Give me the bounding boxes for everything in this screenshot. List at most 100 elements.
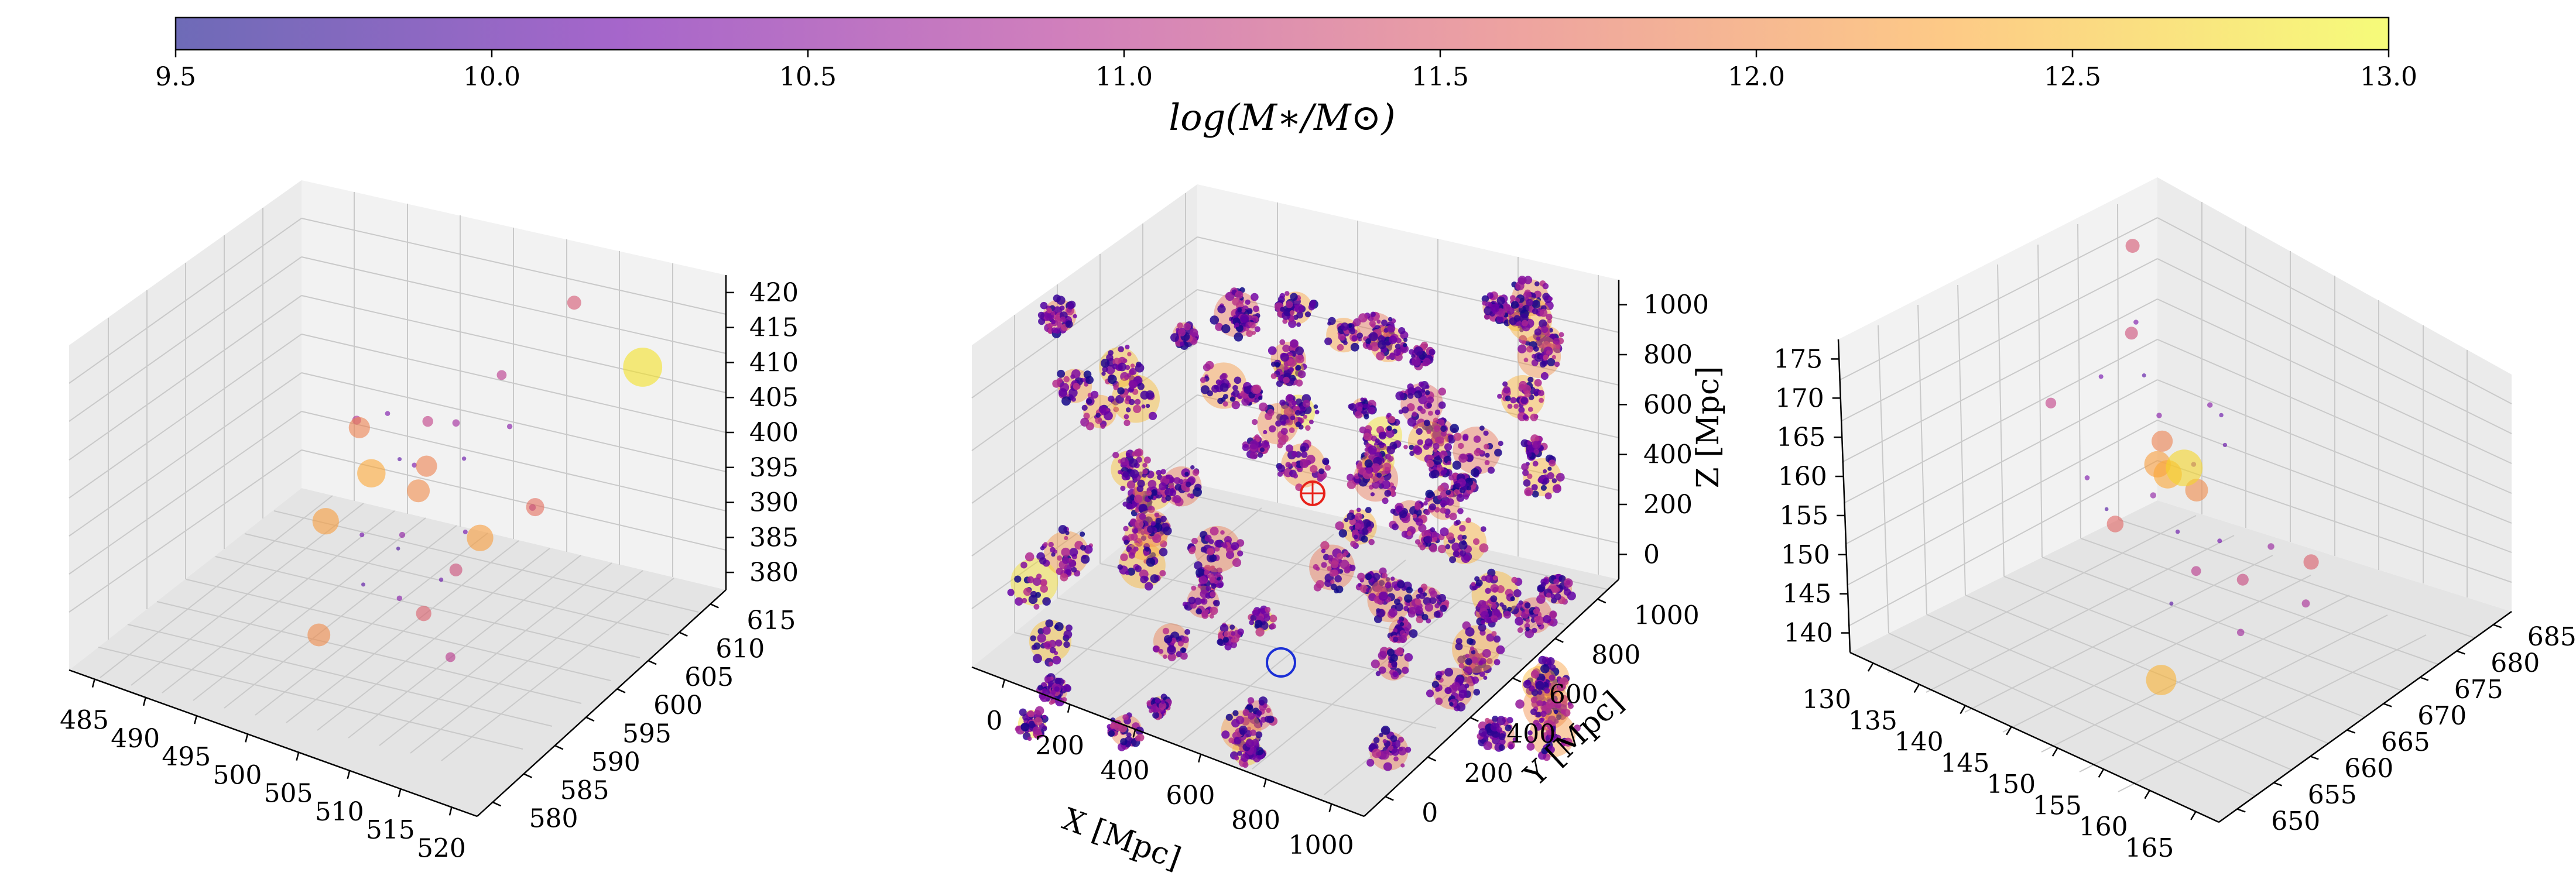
center-subhalo xyxy=(1068,559,1077,568)
center-subhalo xyxy=(1062,557,1070,564)
center-subhalo xyxy=(1117,564,1123,570)
center-subhalo xyxy=(1533,720,1540,726)
center-subhalo xyxy=(1253,305,1259,312)
center-subhalo xyxy=(1505,304,1510,310)
center-subhalo xyxy=(1416,616,1424,624)
center-subhalo xyxy=(1403,445,1408,449)
right-y-tick-label: 650 xyxy=(2271,806,2320,836)
center-subhalo xyxy=(1283,376,1290,384)
center-subhalo xyxy=(1541,326,1549,333)
center-subhalo xyxy=(1533,391,1539,397)
center-subhalo xyxy=(1291,461,1297,467)
center-subhalo xyxy=(1547,466,1552,471)
center-subhalo xyxy=(1126,732,1132,738)
center-subhalo xyxy=(1440,470,1446,476)
center-subhalo xyxy=(1525,609,1530,614)
center-subhalo xyxy=(1287,358,1297,367)
center-subhalo xyxy=(1120,738,1128,746)
center-subhalo xyxy=(1237,628,1244,636)
center-subhalo xyxy=(1424,603,1434,612)
center-subhalo xyxy=(1229,624,1235,630)
left-point xyxy=(467,524,494,551)
center-subhalo xyxy=(1359,426,1366,434)
center-subhalo xyxy=(1284,291,1290,296)
center-subhalo xyxy=(1390,576,1395,581)
center-subhalo xyxy=(1130,363,1135,368)
center-subhalo xyxy=(1156,469,1162,476)
center-subhalo xyxy=(1392,523,1399,531)
left-point xyxy=(506,424,513,430)
center-subhalo xyxy=(1280,353,1289,362)
left-point xyxy=(307,623,331,647)
right-point xyxy=(2045,397,2057,408)
center-subhalo xyxy=(1289,427,1295,433)
center-subhalo xyxy=(1221,730,1230,739)
center-subhalo xyxy=(1391,661,1397,668)
center-subhalo xyxy=(1123,526,1129,531)
center-subhalo xyxy=(1165,495,1171,502)
center-subhalo xyxy=(1530,670,1540,679)
center-subhalo xyxy=(1452,461,1462,470)
center-subhalo xyxy=(1063,641,1070,648)
center-subhalo xyxy=(1483,741,1492,751)
center-subhalo xyxy=(1417,439,1423,445)
center-subhalo xyxy=(1491,603,1497,609)
center-subhalo xyxy=(1515,699,1525,709)
center-subhalo xyxy=(1381,726,1390,735)
center-subhalo xyxy=(1066,624,1073,631)
center-subhalo xyxy=(1402,406,1409,414)
center-subhalo xyxy=(1242,444,1249,451)
center-subhalo xyxy=(1040,301,1048,310)
left-z-tick-label: 385 xyxy=(749,523,799,552)
center-subhalo xyxy=(1209,614,1214,619)
center-subhalo xyxy=(1020,723,1030,731)
center-subhalo xyxy=(1071,566,1077,573)
left-y-tick-label: 605 xyxy=(684,662,734,692)
center-subhalo xyxy=(1220,530,1225,535)
center-subhalo xyxy=(1530,413,1538,421)
center-subhalo xyxy=(1327,321,1332,326)
center-subhalo xyxy=(1546,351,1550,355)
left-y-tick-label: 590 xyxy=(591,747,640,777)
center-subhalo xyxy=(1396,505,1403,513)
center-subhalo xyxy=(1372,581,1378,587)
center-subhalo xyxy=(1498,441,1503,446)
right-z-tick-label: 140 xyxy=(1784,619,1833,648)
center-subhalo xyxy=(1388,608,1397,617)
center-subhalo xyxy=(1289,367,1294,372)
center-subhalo xyxy=(1347,473,1354,482)
center-subhalo xyxy=(1155,517,1162,524)
center-subhalo xyxy=(1386,446,1395,455)
left-y-tick-mark xyxy=(523,773,533,778)
center-subhalo xyxy=(1409,607,1417,615)
center-subhalo xyxy=(1534,281,1540,287)
center-subhalo xyxy=(1560,695,1568,703)
center-subhalo xyxy=(1192,469,1200,476)
center-subhalo xyxy=(1246,726,1252,731)
center-subhalo xyxy=(1526,452,1532,458)
center-subhalo xyxy=(1396,647,1404,655)
center-subhalo xyxy=(1210,315,1220,325)
center-subhalo xyxy=(1052,379,1061,388)
left-z-tick-label: 395 xyxy=(749,453,799,483)
left-y-tick-mark xyxy=(585,716,595,722)
center-subhalo xyxy=(1483,664,1492,674)
center-subhalo xyxy=(1518,407,1525,414)
center-subhalo xyxy=(1487,466,1495,474)
center-subhalo xyxy=(1291,400,1297,406)
center-subhalo xyxy=(1429,503,1436,511)
center-subhalo xyxy=(1123,540,1129,545)
center-subhalo xyxy=(1556,473,1565,482)
center-subhalo xyxy=(1464,494,1469,500)
right-x-tick-mark xyxy=(1867,662,1874,672)
center-subhalo xyxy=(1384,490,1392,497)
center-subhalo xyxy=(1372,748,1382,758)
center-subhalo xyxy=(1420,341,1429,349)
center-subhalo xyxy=(1231,400,1240,410)
center-subhalo xyxy=(1057,555,1063,561)
center-subhalo xyxy=(1418,381,1424,387)
right-x-tick-mark xyxy=(2006,726,2012,736)
center-subhalo xyxy=(1167,652,1176,662)
